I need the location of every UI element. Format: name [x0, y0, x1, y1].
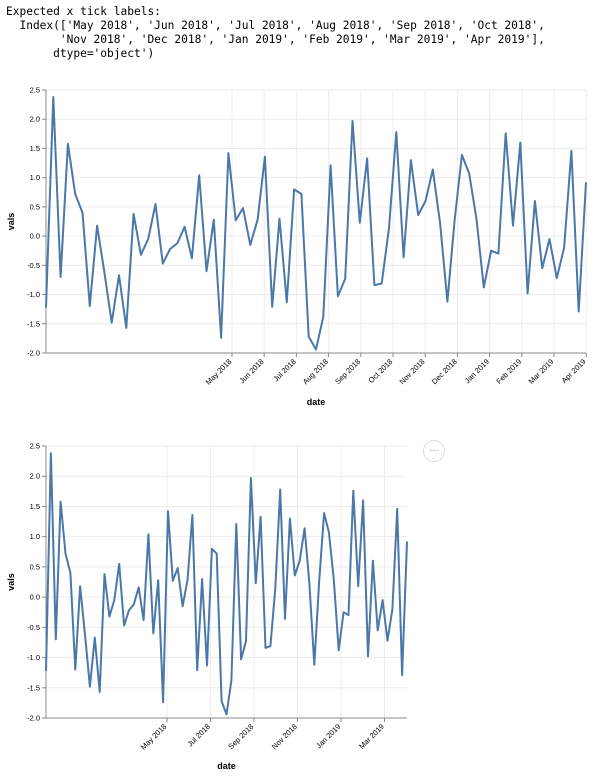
x-tick-label: May 2018 — [204, 357, 234, 387]
x-tick-label: Sep 2018 — [333, 357, 362, 386]
y-tick-label: 1.5 — [30, 502, 40, 511]
x-tick-label: Dec 2018 — [430, 357, 459, 386]
x-tick-label: Mar 2019 — [357, 722, 386, 751]
ellipsis-icon: ... — [429, 443, 439, 454]
x-tick-label: Aug 2018 — [301, 357, 330, 386]
output-line: 'Nov 2018', 'Dec 2018', 'Jan 2019', 'Feb… — [6, 33, 545, 46]
output-line: Index(['May 2018', 'Jun 2018', 'Jul 2018… — [6, 19, 545, 32]
y-tick-label: 0.5 — [30, 562, 40, 571]
y-tick-label: 0.5 — [30, 202, 40, 211]
cell-output-text: Expected x tick labels: Index(['May 2018… — [6, 5, 545, 61]
chart-actions-menu-button[interactable]: ... — [423, 440, 445, 462]
y-tick-label: -1.5 — [27, 683, 40, 692]
x-tick-label: Nov 2018 — [270, 722, 299, 751]
output-line: dtype='object') — [6, 47, 155, 60]
y-tick-label: 1.5 — [30, 144, 40, 153]
y-tick-label: 1.0 — [30, 173, 40, 182]
x-tick-label: Jan 2019 — [463, 357, 491, 385]
x-tick-label: Feb 2019 — [494, 357, 523, 386]
y-axis-title: vals — [6, 573, 16, 591]
y-tick-label: 1.0 — [30, 532, 40, 541]
x-tick-label: Nov 2018 — [398, 357, 427, 386]
series-line — [45, 452, 408, 716]
x-tick-label: Apr 2019 — [560, 357, 588, 385]
x-tick-label: Oct 2018 — [367, 357, 395, 385]
y-tick-label: 0.0 — [30, 593, 40, 602]
x-tick-label: Jul 2018 — [185, 722, 211, 748]
x-tick-label: Mar 2019 — [527, 357, 556, 386]
y-tick-label: 2.0 — [30, 115, 40, 124]
y-axis-title: vals — [6, 213, 16, 231]
output-line: Expected x tick labels: — [6, 5, 161, 18]
y-tick-label: -2.0 — [27, 714, 40, 723]
x-tick-label: May 2018 — [139, 722, 169, 752]
y-tick-label: -1.0 — [27, 653, 40, 662]
y-tick-label: -0.5 — [27, 261, 40, 270]
x-tick-label: Jun 2018 — [237, 357, 265, 385]
series-line — [45, 96, 587, 351]
y-tick-label: 0.0 — [30, 232, 40, 241]
y-tick-label: -1.5 — [27, 319, 40, 328]
y-tick-label: -1.0 — [27, 290, 40, 299]
line-chart-bottom: -2.0 -1.5 -1.0 -0.5 0.0 0.5 1.0 1.5 2.0 2.5 May 20… — [6, 442, 408, 771]
x-axis-title: date — [307, 397, 326, 407]
y-tick-label: 2.5 — [30, 442, 40, 451]
x-tick-label: Sep 2018 — [226, 722, 255, 751]
x-tick-label: Jul 2018 — [271, 357, 297, 383]
x-tick-label: Jan 2019 — [314, 722, 342, 750]
line-chart-top: -2.0 -1.5 -1.0 -0.5 0.0 0.5 1.0 1.5 2.0 2.5 May 20… — [6, 86, 588, 408]
y-tick-label: 2.0 — [30, 472, 40, 481]
y-tick-label: -0.5 — [27, 623, 40, 632]
x-axis-title: date — [217, 761, 236, 771]
y-tick-label: 2.5 — [30, 86, 40, 95]
y-tick-label: -2.0 — [27, 349, 40, 358]
